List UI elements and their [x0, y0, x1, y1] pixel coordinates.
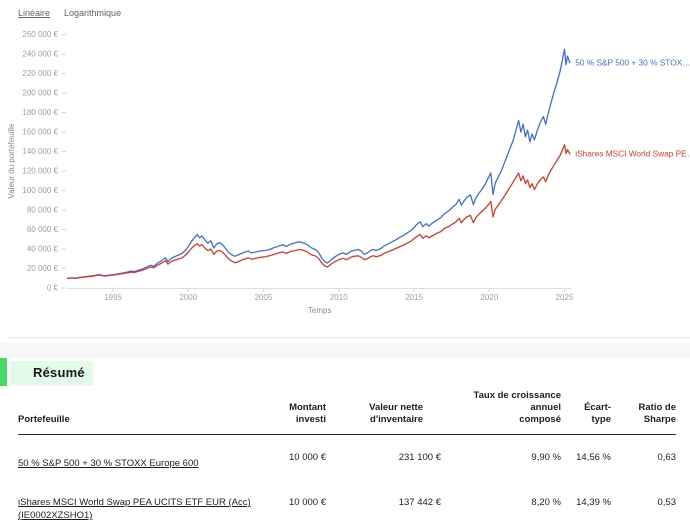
x-tick-label: 2005	[255, 293, 273, 302]
series-line-0[interactable]	[67, 48, 571, 279]
col-header-invested: Montant investi	[258, 390, 326, 435]
x-tick-label: 2025	[556, 293, 574, 302]
y-tick-label: 180 000 €	[22, 108, 58, 117]
cagr-cell: 8,20 %	[531, 497, 561, 508]
summary-heading: Résumé	[33, 365, 85, 380]
portfolio-value-chart[interactable]: 0 € 20 000 € 40 000 € 60 000 € 80 000 € 100 0…	[0, 0, 690, 330]
x-tick-label: 2000	[179, 293, 197, 302]
portfolio-link-custom-mix[interactable]: 50 % S&P 500 + 30 % STOXX Europe 600	[18, 458, 199, 469]
cagr-cell: 9,90 %	[531, 451, 561, 463]
section-divider	[8, 337, 690, 338]
y-tick-label: 120 000 €	[22, 167, 58, 176]
y-tick-label: 260 000 €	[22, 30, 58, 39]
y-tick-label: 200 000 €	[22, 89, 58, 98]
y-tick-label: 140 000 €	[22, 147, 58, 156]
y-tick-label: 100 000 €	[22, 186, 58, 195]
col-header-nav: Valeur nette d'inventaire	[326, 390, 441, 435]
col-header-stddev: Écart- type	[561, 390, 611, 435]
summary-accent-bar	[0, 358, 7, 386]
section-band	[0, 343, 690, 358]
col-header-sharpe: Ratio de Sharpe	[611, 390, 676, 435]
x-axis-title: Temps	[308, 306, 332, 315]
y-tick-label: 40 000 €	[27, 245, 59, 254]
nav-cell: 231 100 €	[398, 451, 441, 463]
col-header-portfolio: Portefeuille	[18, 390, 258, 435]
invested-cell: 10 000 €	[289, 451, 326, 463]
x-tick-label: 2015	[405, 293, 423, 302]
summary-header-row: Portefeuille Montant investi Valeur nett…	[18, 390, 676, 435]
stddev-cell: 14,39 %	[576, 497, 611, 508]
scale-toggle: Linéaire Logarithmique	[18, 8, 121, 18]
y-tick-label: 0 €	[47, 284, 59, 293]
sharpe-cell: 0,63	[657, 451, 677, 463]
y-tick-label: 60 000 €	[27, 225, 59, 234]
series-label-0: 50 % S&P 500 + 30 % STOX…	[575, 57, 690, 67]
y-tick-label: 220 000 €	[22, 69, 58, 78]
x-tick-label: 1995	[104, 293, 122, 302]
portfolio-link-ishares-etf[interactable]: iShares MSCI World Swap PEA UCITS ETF EU…	[18, 497, 251, 521]
summary-heading-highlight: Résumé	[10, 361, 93, 385]
portfolio-cell: iShares MSCI World Swap PEA UCITS ETF EU…	[18, 474, 258, 526]
performance-chart-svg[interactable]: 0 € 20 000 € 40 000 € 60 000 € 80 000 € 100 0…	[0, 0, 690, 330]
portfolio-cell: 50 % S&P 500 + 30 % STOXX Europe 600	[18, 435, 258, 475]
summary-table: Portefeuille Montant investi Valeur nett…	[18, 390, 676, 526]
log-scale-toggle[interactable]: Logarithmique	[64, 8, 122, 18]
y-tick-label: 240 000 €	[22, 50, 58, 59]
table-row: 50 % S&P 500 + 30 % STOXX Europe 600 10 …	[18, 435, 676, 475]
x-tick-label: 2010	[330, 293, 348, 302]
nav-cell: 137 442 €	[398, 497, 441, 508]
y-tick-label: 80 000 €	[27, 206, 59, 215]
linear-scale-toggle[interactable]: Linéaire	[18, 8, 51, 18]
invested-cell: 10 000 €	[289, 497, 326, 508]
y-tick-label: 160 000 €	[22, 128, 58, 137]
table-row: iShares MSCI World Swap PEA UCITS ETF EU…	[18, 474, 676, 526]
summary-table-wrap: Portefeuille Montant investi Valeur nett…	[18, 390, 676, 526]
series-label-1: iShares MSCI World Swap PE…	[575, 149, 690, 159]
sharpe-cell: 0,53	[657, 497, 677, 508]
col-header-cagr: Taux de croissance annuel composé	[441, 390, 561, 435]
x-tick-label: 2020	[480, 293, 498, 302]
y-tick-label: 20 000 €	[27, 264, 59, 273]
series-line-1[interactable]	[67, 144, 571, 279]
stddev-cell: 14,56 %	[576, 451, 611, 463]
y-axis-title: Valeur du portefeuille	[7, 123, 16, 199]
